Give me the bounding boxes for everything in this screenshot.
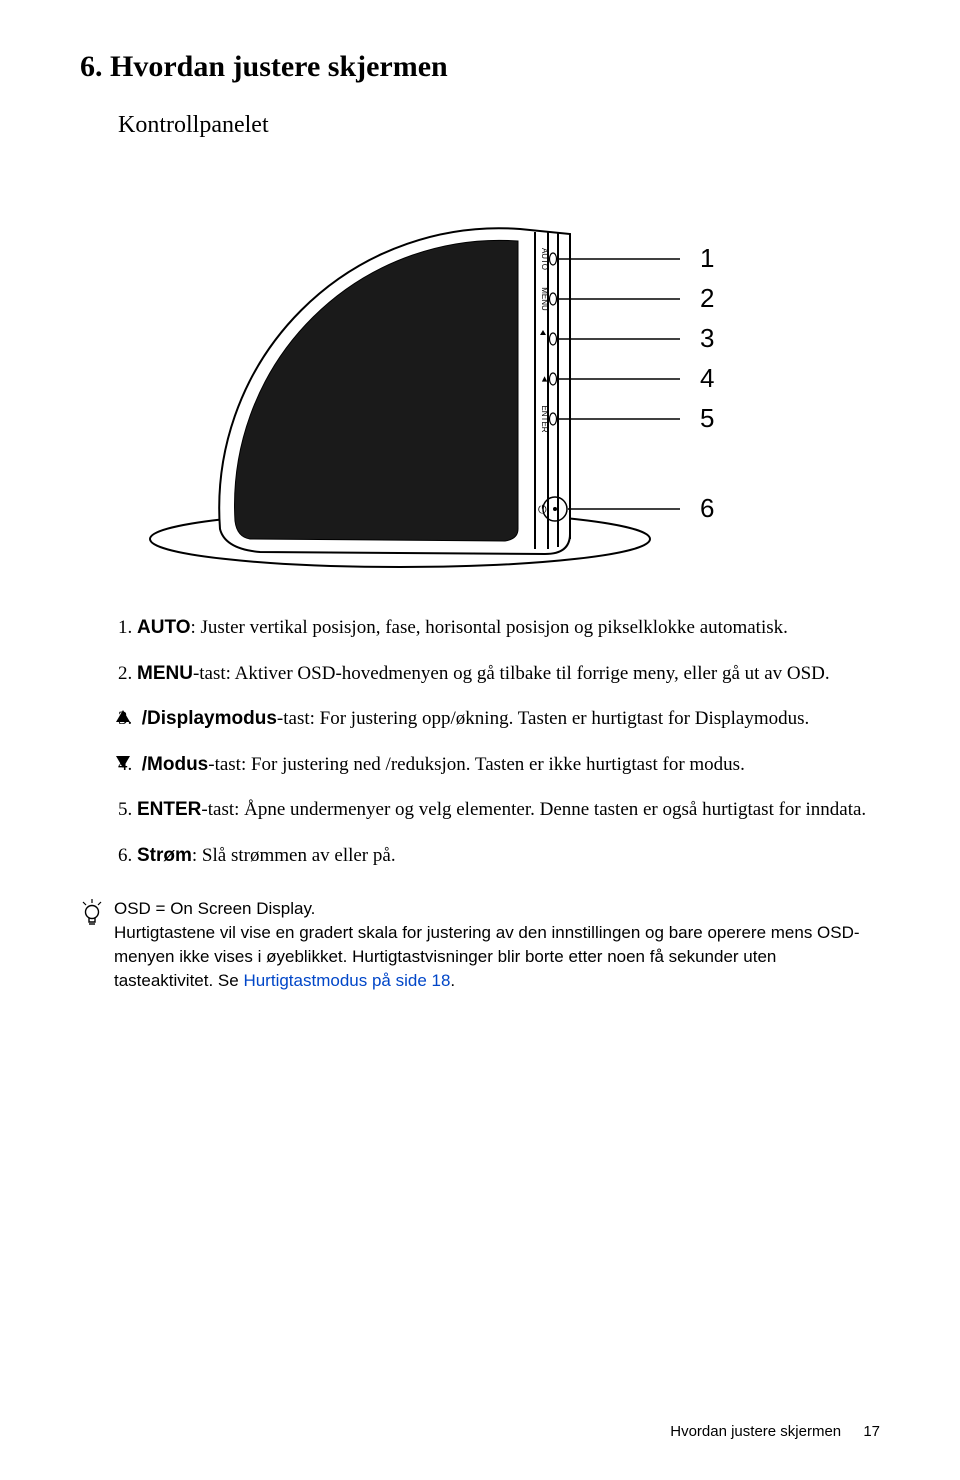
note-line2: Hurtigtastene vil vise en gradert skala … — [114, 921, 880, 992]
item-lead: /Modus — [142, 754, 209, 775]
diagram-num-6: 6 — [700, 493, 714, 523]
monitor-diagram: AUTO MENU ◄ ENTER ⏻ 1 2 3 4 5 6 — [140, 159, 880, 584]
diagram-btn-label: ENTER — [540, 405, 549, 432]
note-link[interactable]: Hurtigtastmodus på side 18 — [243, 971, 450, 990]
list-item: 5. ENTER-tast: Åpne undermenyer og velg … — [118, 796, 880, 824]
page-footer: Hvordan justere skjermen 17 — [670, 1423, 880, 1440]
item-lead: AUTO — [137, 617, 190, 638]
svg-text:◄: ◄ — [540, 375, 550, 384]
footer-text: Hvordan justere skjermen — [670, 1423, 841, 1440]
diagram-btn-label: AUTO — [540, 248, 549, 270]
diagram-num-5: 5 — [700, 403, 714, 433]
item-lead: /Displaymodus — [142, 708, 277, 729]
lightbulb-icon — [80, 897, 114, 992]
svg-text:⏻: ⏻ — [538, 504, 547, 516]
diagram-num-3: 3 — [700, 323, 714, 353]
section-title: 6. Hvordan justere skjermen — [80, 50, 880, 84]
item-lead: ENTER — [137, 799, 201, 820]
numbered-list: 1. AUTO: Juster vertikal posisjon, fase,… — [118, 614, 880, 869]
list-item: 1. AUTO: Juster vertikal posisjon, fase,… — [118, 614, 880, 642]
diagram-num-1: 1 — [700, 243, 714, 273]
subtitle: Kontrollpanelet — [118, 112, 880, 139]
list-item: 4. /Modus-tast: For justering ned /reduk… — [118, 751, 880, 779]
item-lead: Strøm — [137, 845, 192, 866]
footer-page: 17 — [863, 1423, 880, 1440]
list-item: 3. /Displaymodus-tast: For justering opp… — [118, 705, 880, 733]
diagram-num-2: 2 — [700, 283, 714, 313]
list-item: 2. MENU-tast: Aktiver OSD-hovedmenyen og… — [118, 660, 880, 688]
diagram-num-4: 4 — [700, 363, 714, 393]
item-lead: MENU — [137, 663, 193, 684]
list-item: 6. Strøm: Slå strømmen av eller på. — [118, 842, 880, 870]
tip-note: OSD = On Screen Display. Hurtigtastene v… — [80, 897, 880, 992]
diagram-btn-label: MENU — [540, 287, 549, 311]
note-line1: OSD = On Screen Display. — [114, 897, 880, 921]
